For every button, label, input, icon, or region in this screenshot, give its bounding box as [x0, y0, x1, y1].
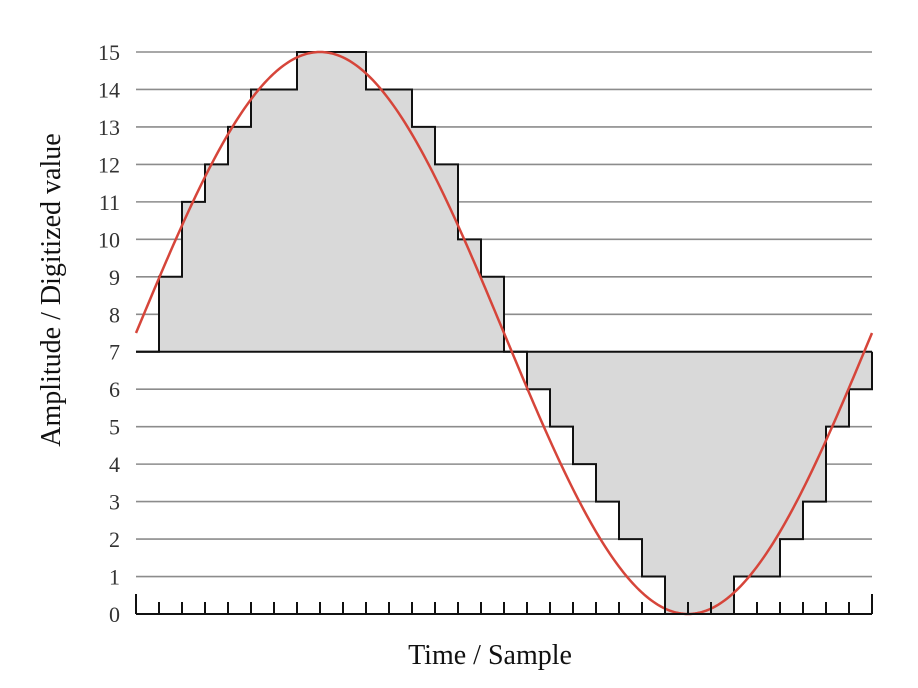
sample-bar	[688, 351, 711, 614]
y-tick-label: 14	[98, 77, 120, 102]
sample-bar	[251, 89, 274, 352]
y-tick-label: 10	[98, 227, 120, 252]
sample-bar	[297, 52, 320, 352]
sample-bar	[780, 351, 803, 540]
sample-bar	[734, 351, 757, 577]
sample-bar	[458, 239, 481, 352]
sample-bar	[320, 52, 343, 352]
sample-bar	[343, 52, 366, 352]
sample-bar	[803, 351, 826, 502]
y-tick-label: 13	[98, 115, 120, 140]
sample-bar	[205, 164, 228, 352]
sample-bar	[412, 126, 435, 352]
x-axis	[135, 594, 873, 615]
digitized-steps	[136, 51, 873, 615]
sample-bar	[573, 351, 596, 465]
sample-bar	[665, 351, 688, 614]
y-axis-title: Amplitude / Digitized value	[36, 133, 67, 446]
y-tick-label: 1	[109, 565, 120, 590]
sample-bar	[481, 276, 504, 352]
y-tick-label: 0	[109, 602, 120, 627]
sample-bar	[366, 89, 389, 352]
sample-bar	[826, 351, 849, 427]
y-tick-label: 11	[99, 190, 120, 215]
sample-bar	[619, 351, 642, 540]
sample-bar	[182, 201, 205, 352]
sample-bar	[757, 351, 780, 577]
y-tick-label: 2	[109, 527, 120, 552]
sample-bar	[642, 351, 665, 577]
sample-bar	[389, 89, 412, 352]
y-tick-label: 6	[109, 377, 120, 402]
y-tick-label: 15	[98, 40, 120, 65]
y-tick-label: 3	[109, 490, 120, 515]
y-tick-label: 8	[109, 302, 120, 327]
sample-bar	[596, 351, 619, 502]
sample-bar	[159, 276, 182, 352]
analog-curve	[134, 50, 874, 616]
y-tick-label: 12	[98, 152, 120, 177]
sample-bar	[711, 351, 734, 614]
sample-bar	[274, 89, 297, 352]
sample-bar	[435, 164, 458, 352]
sine-curve	[134, 50, 874, 616]
sample-bar	[527, 351, 550, 390]
y-tick-label: 4	[109, 452, 120, 477]
y-tick-label: 5	[109, 415, 120, 440]
x-axis-title: Time / Sample	[408, 640, 572, 671]
sample-bar	[550, 351, 573, 427]
y-tick-label: 9	[109, 265, 120, 290]
sample-bar	[228, 126, 251, 352]
y-tick-label: 7	[109, 340, 120, 365]
sample-bar	[849, 351, 872, 390]
